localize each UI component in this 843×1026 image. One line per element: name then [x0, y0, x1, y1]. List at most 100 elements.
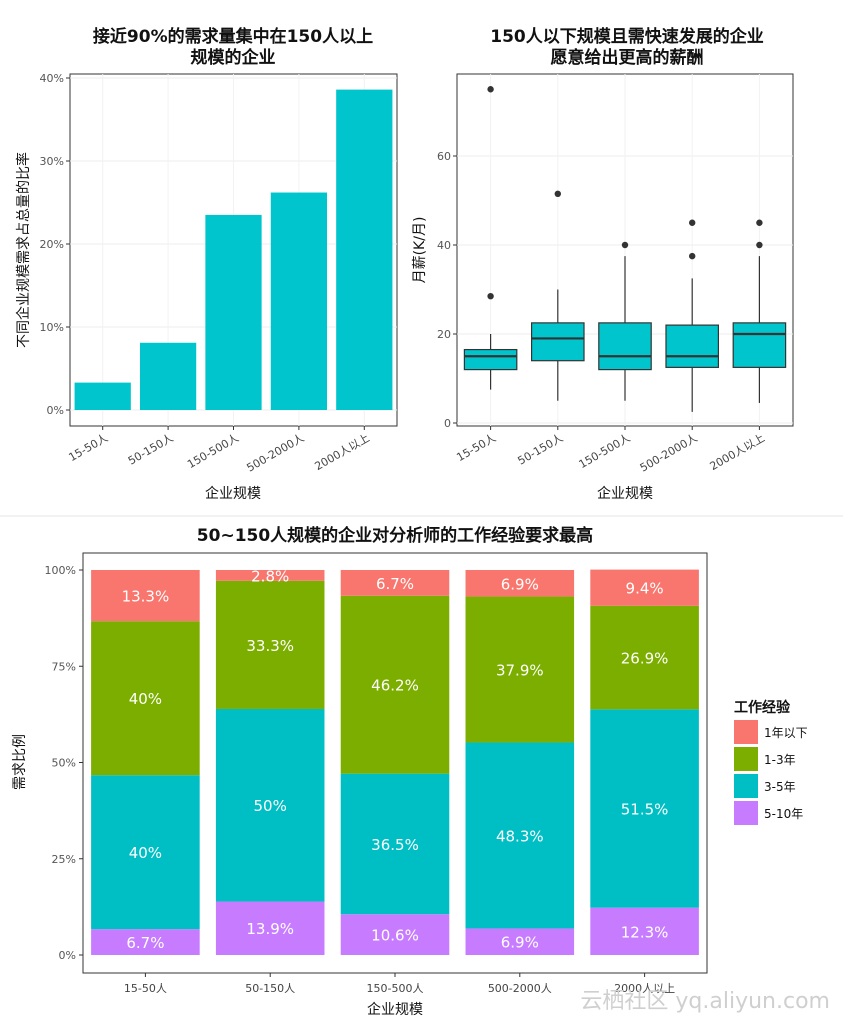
stacked-segment-label: 2.8%	[251, 567, 289, 585]
box-plot-y-tick-label: 0	[444, 417, 451, 430]
legend-swatch	[734, 774, 758, 798]
stacked-chart-x-ticks: 15-50人 50-150人 150-500人 500-2000人 2000人以上	[124, 973, 675, 995]
bar-chart-title-line2: 规模的企业	[191, 47, 276, 68]
legend-label: 3-5年	[764, 780, 796, 794]
box-plot-outlier	[487, 292, 494, 300]
stacked-segment	[91, 621, 200, 776]
box-plot-x-tick-label: 500-2000人	[638, 431, 700, 474]
legend-label: 1年以下	[764, 726, 808, 740]
box-plot-y-ticks: 0 20 40 60	[437, 150, 457, 430]
stacked-segment	[215, 708, 325, 902]
stacked-segment-label: 13.3%	[122, 588, 170, 606]
legend-label: 1-3年	[764, 753, 796, 767]
stacked-chart-x-tick-label: 50-150人	[245, 982, 295, 995]
stacked-chart-y-label: 需求比例	[12, 734, 28, 790]
stacked-segment-label: 6.7%	[376, 575, 414, 593]
bar-chart-y-tick-label: 20%	[40, 238, 64, 251]
box-plot-box	[665, 324, 720, 368]
bar-chart-y-tick-label: 0%	[47, 404, 64, 417]
stacked-chart-y-ticks: 0% 25% 50% 75% 100%	[45, 564, 83, 962]
box-plot-outlier	[487, 86, 494, 93]
box-plot-x-tick-label: 50-150人	[516, 431, 566, 467]
box-plot-outlier	[554, 190, 561, 198]
watermark: 云栖社区 yq.aliyun.com	[580, 989, 830, 1014]
box-plot-x-ticks: 15-50人 50-150人 150-500人 500-2000人 2000人以上	[454, 426, 767, 475]
stacked-segment-label: 9.4%	[626, 580, 664, 598]
stacked-segment-label: 51.5%	[621, 801, 669, 819]
box-plot-title-line2: 愿意给出更高的薪酬	[551, 47, 704, 68]
bar-chart-bar	[139, 342, 197, 410]
bar-chart-x-ticks: 15-50人 50-150人 150-500人 500-2000人 2000人以上	[66, 426, 372, 475]
stacked-segment	[465, 928, 575, 955]
legend-label: 5-10年	[764, 807, 803, 821]
box-plot-outlier	[689, 252, 696, 260]
box-plot-boxes	[463, 86, 787, 412]
stacked-chart-y-tick-label: 75%	[52, 660, 76, 673]
stacked-chart-y-tick-label: 25%	[52, 853, 76, 866]
box-plot: 150人以下规模且需快速发展的企业 愿意给出更高的薪酬 0 20 40 60 15-5…	[412, 26, 794, 502]
box-plot-box	[732, 322, 787, 368]
box-plot-x-tick-label: 15-50人	[454, 431, 498, 464]
bar-chart-title-line1: 接近90%的需求量集中在150人以上	[93, 26, 373, 47]
legend-swatch	[734, 720, 758, 744]
bar-chart-bar	[336, 89, 393, 411]
box-plot-y-label: 月薪(K/月)	[412, 217, 428, 284]
legend-swatch	[734, 801, 758, 825]
stacked-segment-label: 12.3%	[621, 923, 669, 941]
box-plot-y-tick-label: 20	[437, 328, 451, 341]
stacked-segment-label: 37.9%	[496, 662, 544, 680]
stacked-segment	[340, 773, 450, 915]
stacked-chart-x-tick-label: 2000人以上	[614, 982, 675, 995]
bar-chart-bar	[270, 192, 328, 410]
bar-chart-bar	[74, 382, 131, 410]
stacked-segment-label: 48.3%	[496, 827, 544, 845]
stacked-segment	[465, 570, 575, 597]
box-plot-title-line1: 150人以下规模且需快速发展的企业	[490, 26, 764, 47]
stacked-bar-chart: 50~150人规模的企业对分析师的工作经验要求最高 6.7% 40% 40% 13.3…	[12, 525, 808, 1018]
stacked-segment	[340, 914, 450, 955]
stacked-segment	[465, 596, 575, 743]
box-plot-box	[598, 322, 652, 371]
stacked-segment	[215, 901, 325, 955]
stacked-chart-title: 50~150人规模的企业对分析师的工作经验要求最高	[197, 525, 593, 546]
legend: 1年以下 1-3年 3-5年 5-10年	[734, 720, 808, 825]
stacked-segment	[215, 580, 325, 709]
box-plot-box	[530, 322, 585, 362]
stacked-chart-y-tick-label: 0%	[59, 949, 76, 962]
stacked-segment-label: 6.9%	[501, 575, 539, 593]
bar-chart-bar	[205, 214, 262, 410]
bar-chart-bars	[74, 89, 393, 411]
box-plot-outlier	[756, 241, 763, 249]
bar-chart-x-label: 企业规模	[205, 485, 261, 502]
box-plot-box	[463, 348, 518, 371]
stacked-chart-x-tick-label: 150-500人	[367, 982, 424, 995]
stacked-chart-x-tick-label: 15-50人	[124, 982, 167, 995]
legend-swatch	[734, 747, 758, 771]
stacked-segment	[590, 709, 699, 908]
bar-chart-x-tick-label: 150-500人	[185, 431, 241, 471]
stacked-segment	[590, 907, 699, 955]
stacked-segment-label: 36.5%	[371, 836, 419, 854]
box-plot-x-tick-label: 2000人以上	[708, 431, 767, 473]
stacked-segment-label: 6.9%	[501, 934, 539, 952]
box-plot-outlier	[689, 219, 696, 226]
box-plot-outlier	[621, 241, 629, 249]
stacked-segment	[340, 595, 450, 774]
stacked-segment	[465, 742, 575, 929]
box-plot-x-label: 企业规模	[597, 485, 653, 502]
stacked-segment-label: 6.7%	[126, 934, 164, 952]
bar-chart-y-label: 不同企业规模需求占总量的比率	[15, 152, 32, 348]
box-plot-x-tick-label: 150-500人	[577, 431, 633, 471]
bar-chart-x-tick-label: 15-50人	[66, 431, 110, 464]
stacked-segment-label: 50%	[254, 797, 287, 815]
bar-chart: 接近90%的需求量集中在150人以上 规模的企业 0%10%20%30%40% …	[15, 26, 398, 502]
box-plot-y-tick-label: 40	[437, 239, 451, 252]
bar-chart-y-ticks: 0% 10% 20% 30% 40%	[40, 72, 70, 417]
stacked-segment-label: 40%	[129, 690, 162, 708]
stacked-segment	[590, 569, 699, 606]
stacked-segment-label: 10.6%	[371, 927, 419, 945]
stacked-segment	[91, 570, 200, 622]
box-plot-outlier	[756, 219, 763, 226]
stacked-segment-label: 26.9%	[621, 650, 669, 668]
